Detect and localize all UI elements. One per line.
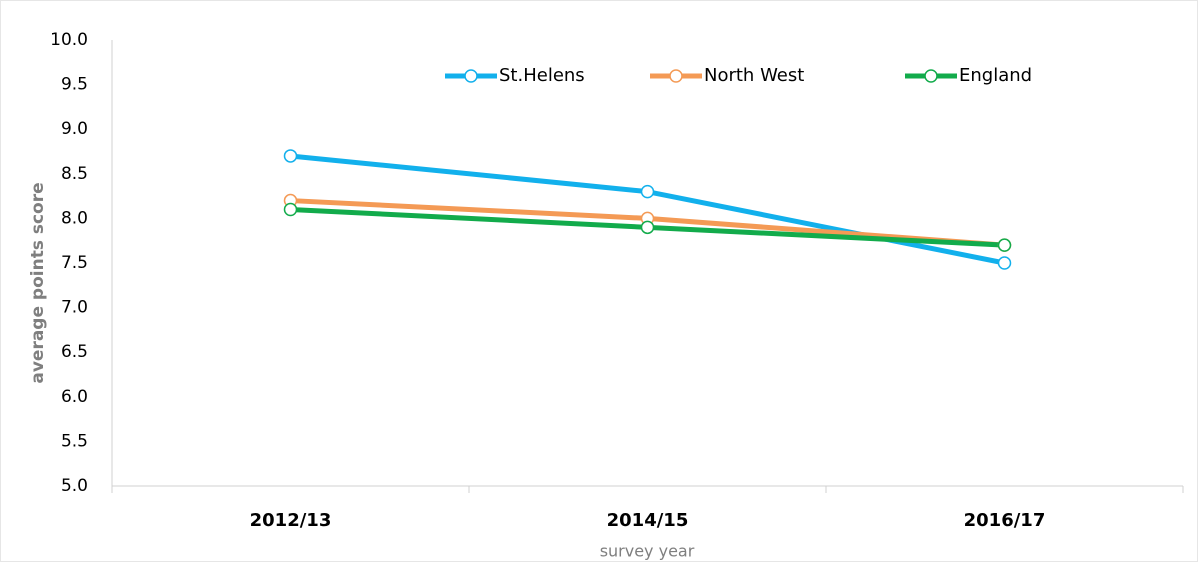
y-tick-label: 5.0 [61, 476, 88, 496]
data-point [997, 256, 1012, 270]
legend-label: St.Helens [499, 65, 585, 86]
x-tick-label: 2012/13 [250, 510, 332, 531]
x-axis-label: survey year [600, 542, 695, 561]
y-tick-label: 9.5 [61, 75, 88, 95]
legend-label: England [959, 65, 1032, 86]
y-tick-label: 9.0 [61, 119, 88, 139]
y-tick-label: 7.5 [61, 253, 88, 273]
x-tick-label: 2016/17 [964, 510, 1046, 531]
data-point [640, 220, 655, 235]
y-axis-label: average points score [28, 182, 48, 383]
data-point [283, 202, 298, 217]
x-tick-label: 2014/15 [607, 510, 689, 531]
data-point [283, 149, 298, 163]
data-point [640, 184, 655, 199]
y-tick-label: 8.5 [61, 164, 88, 184]
y-tick-label: 5.5 [61, 431, 88, 451]
y-tick-label: 6.5 [61, 342, 88, 362]
legend-marker [924, 69, 938, 83]
legend-marker [669, 69, 683, 83]
y-tick-label: 6.0 [61, 387, 88, 407]
data-point [997, 238, 1012, 252]
y-tick-label: 8.0 [61, 208, 88, 228]
legend-label: North West [704, 65, 804, 86]
y-tick-label: 10.0 [50, 30, 88, 50]
legend-marker [464, 69, 478, 83]
y-tick-label: 7.0 [61, 298, 88, 318]
